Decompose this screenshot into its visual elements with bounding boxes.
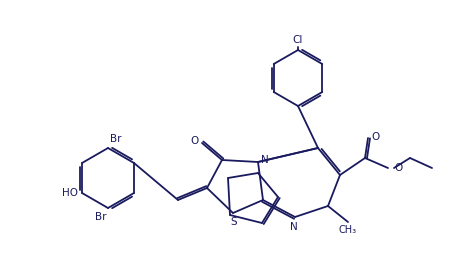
Text: HO: HO bbox=[62, 188, 78, 198]
Text: O: O bbox=[190, 136, 198, 146]
Text: O: O bbox=[372, 132, 380, 142]
Text: N: N bbox=[261, 155, 269, 165]
Text: Cl: Cl bbox=[293, 35, 303, 45]
Text: CH₃: CH₃ bbox=[339, 225, 357, 235]
Text: O: O bbox=[394, 163, 402, 173]
Text: S: S bbox=[231, 217, 237, 227]
Text: N: N bbox=[290, 222, 298, 232]
Text: Br: Br bbox=[94, 212, 106, 222]
Text: Br: Br bbox=[110, 134, 121, 144]
